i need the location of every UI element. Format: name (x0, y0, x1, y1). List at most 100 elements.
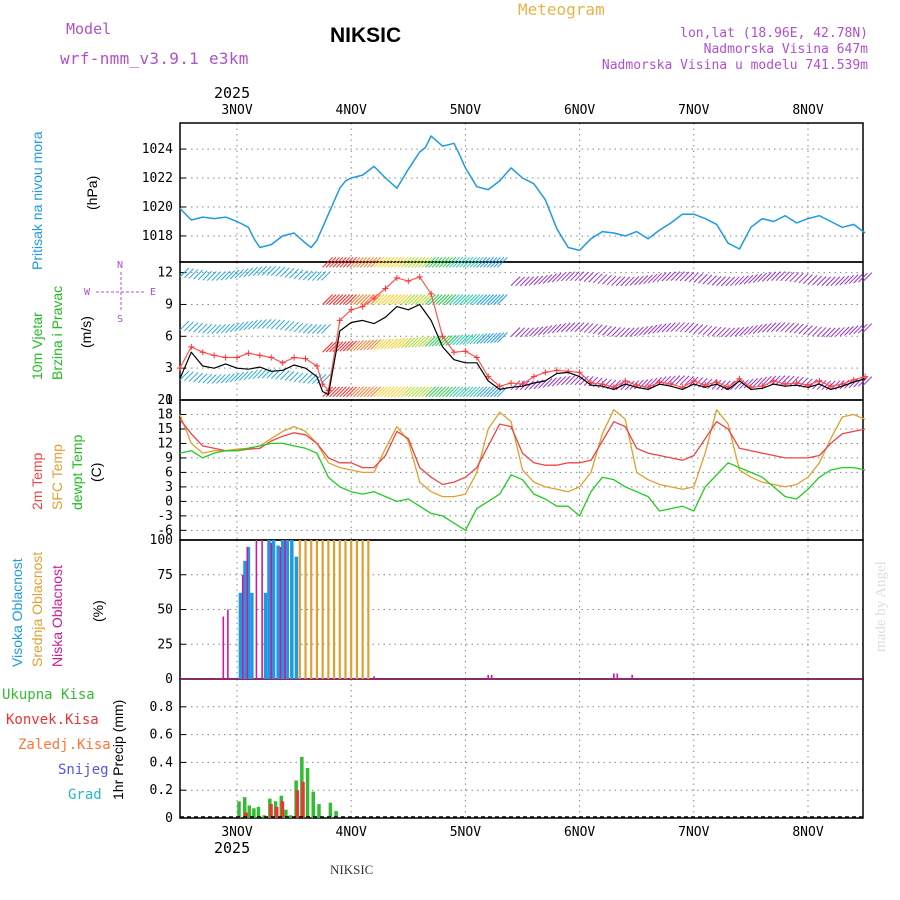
y-tick-label: 3 (165, 361, 173, 376)
wind-barb (556, 323, 567, 333)
sfc-temp-line (179, 409, 866, 498)
y-tick-label: 0.8 (150, 700, 173, 715)
wind-barb (652, 323, 663, 334)
wind-barb (624, 276, 635, 287)
wind-barb (853, 273, 864, 284)
wind-barb (363, 256, 375, 268)
wind-barb (579, 322, 589, 333)
wind-barb (638, 275, 649, 285)
wind-barb (675, 271, 685, 281)
wind-barb (431, 256, 443, 268)
wind-barb (483, 386, 495, 398)
wind-barb (734, 275, 745, 286)
wind-barb (538, 274, 548, 285)
wind-barb (442, 335, 453, 346)
wind-barb-strong-region (322, 256, 508, 398)
wind-gust-marker (553, 367, 560, 374)
wind-barb (766, 271, 777, 282)
wind-barb (184, 371, 194, 382)
wind-barb (449, 334, 460, 346)
wind-barb (469, 386, 481, 398)
wind-barb (729, 276, 740, 287)
wind-gust-marker (222, 354, 229, 361)
wind-barb-band (510, 271, 873, 287)
wind-barb (693, 324, 704, 334)
wind-barb (510, 380, 521, 390)
wind-barb (565, 322, 576, 332)
wind-barb (670, 322, 681, 332)
wind-barb (243, 267, 254, 278)
wind-barb (812, 275, 822, 286)
mid-cloud-bar (321, 540, 324, 679)
wind-barb (234, 371, 245, 382)
wind-barb (229, 372, 240, 383)
wind-barb (462, 294, 474, 305)
wind-barb (515, 276, 526, 287)
wind-barb (407, 294, 419, 305)
compass-s: S (117, 314, 124, 325)
y-tick-label: 18 (157, 407, 173, 422)
wind-barb (336, 341, 347, 352)
wind-gust-marker (576, 369, 583, 376)
wind-barb (684, 271, 695, 282)
wind-gust-marker (405, 278, 412, 285)
day-label-top: 8NOV (792, 103, 823, 118)
wind-barb (349, 386, 361, 398)
year-bottom: 2025 (214, 839, 251, 857)
wind-barb (739, 326, 749, 337)
wind-barb (359, 294, 371, 305)
y-tick-label: 9 (165, 297, 173, 312)
wind-barb (752, 273, 763, 283)
wind-barb (325, 341, 337, 353)
wind-barb (761, 376, 772, 386)
wind-barb (411, 256, 423, 268)
wind-gust-marker (211, 352, 218, 359)
wind-barb (425, 336, 436, 347)
convective-precip-bar (269, 804, 273, 818)
wind-barb (497, 332, 508, 343)
wind-barb (257, 369, 267, 379)
wind-barb (397, 256, 409, 268)
wind-barb (193, 372, 203, 383)
wind-barb (789, 323, 800, 333)
total-precip-bar (242, 797, 247, 818)
wind-barb (293, 372, 304, 383)
convective-precip-bar (301, 781, 305, 818)
wind-barb (862, 376, 873, 386)
wind-barb (510, 327, 521, 337)
wind-barb (431, 386, 443, 398)
wind-barb (184, 321, 194, 332)
wind-barb (261, 318, 272, 329)
wind-barb (435, 294, 447, 305)
wind-barb (370, 256, 381, 268)
wind-barb (229, 322, 240, 333)
wind-barb (752, 324, 763, 334)
wind-gust-marker (348, 306, 355, 313)
wind-barb (789, 376, 800, 386)
wind-barb (490, 256, 501, 268)
wind-barb (383, 256, 395, 268)
wind-barb (363, 386, 375, 398)
wind-barb (469, 256, 481, 268)
mid-cloud-bar (298, 540, 301, 679)
elevation-label: Nadmorska Visina 647m (703, 42, 868, 57)
wind-barb (373, 256, 385, 268)
wind-barb (238, 371, 249, 381)
wind-barb (725, 327, 736, 338)
y-tick-label: 0 (165, 393, 173, 408)
wind-barb (220, 270, 231, 281)
wind-barb (524, 380, 535, 391)
wind-barb (570, 271, 580, 281)
wind-barb (497, 294, 508, 305)
wind-barb (570, 322, 580, 332)
wind-gust-marker (371, 295, 378, 302)
y-tick-label: 50 (157, 603, 173, 618)
wind-barb (597, 325, 608, 335)
wind-barb (438, 386, 450, 398)
wind-barb (656, 272, 667, 283)
wind-barb (252, 369, 263, 380)
wind-barb (359, 339, 371, 351)
pressure-line (179, 135, 866, 252)
wind-barb (830, 276, 841, 287)
